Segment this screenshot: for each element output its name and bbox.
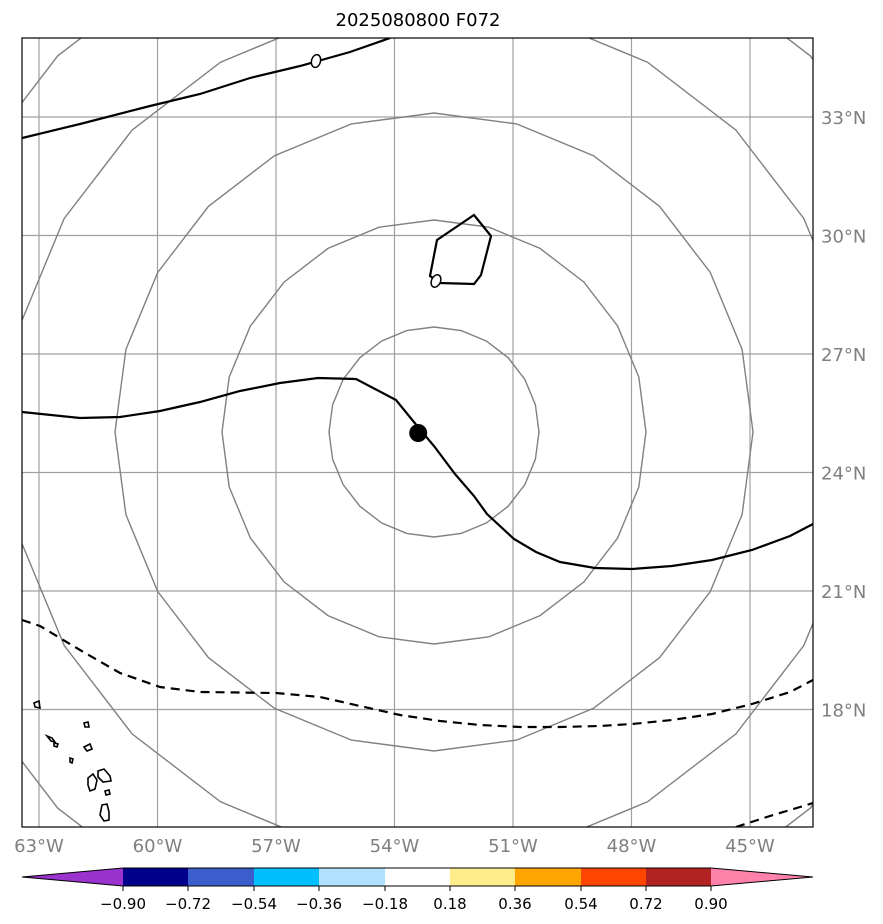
lon-tick-label: 45°W: [725, 836, 775, 857]
contour-label-zero: [310, 53, 322, 69]
colorbar-tick-label: −0.72: [165, 895, 211, 913]
lat-tick-label: 24°N: [821, 464, 866, 485]
colorbar-bin: [450, 868, 515, 886]
island: [97, 768, 112, 783]
gridlines: [22, 38, 813, 827]
storm-center-marker: [409, 424, 428, 442]
colorbar-tick-label: −0.54: [231, 895, 277, 913]
island: [44, 734, 57, 744]
colorbar-extend-max: [711, 868, 813, 886]
colorbar-tick-label: 0.36: [498, 895, 531, 913]
colorbar-tick-label: 0.90: [694, 895, 727, 913]
lat-tick-label: 18°N: [821, 701, 866, 722]
map-frame: [21, 37, 814, 828]
colorbar-bin: [254, 868, 319, 886]
colorbar-bin: [581, 868, 646, 886]
contour-positive-north: [22, 38, 391, 140]
map-title: 2025080800 F072: [336, 10, 501, 31]
colorbar-tick-label: 0.18: [433, 895, 466, 913]
lat-tick-label: 33°N: [821, 108, 866, 129]
lon-tick-label: 51°W: [488, 836, 538, 857]
contour-zero-center: [22, 376, 813, 571]
island: [104, 789, 111, 796]
island: [33, 699, 41, 710]
contour-negative-south: [22, 618, 813, 729]
colorbar-bin: [123, 868, 188, 886]
contour-lines: [22, 38, 813, 827]
contour-negative-southeast: [735, 801, 813, 827]
colorbar-extend-min: [22, 868, 123, 886]
island-coastlines: [33, 699, 112, 822]
colorbar: −0.90 −0.72 −0.54 −0.36 −0.18 0.18 0.36 0.54 0.7…: [21, 867, 814, 913]
lon-tick-label: 57°W: [251, 836, 301, 857]
contour-closed-north: [428, 213, 493, 286]
lon-tick-label: 60°W: [133, 836, 183, 857]
colorbar-tick-label: −0.18: [362, 895, 408, 913]
island: [99, 803, 110, 822]
island: [87, 772, 98, 793]
island: [69, 756, 74, 765]
lon-tick-label: 63°W: [14, 836, 64, 857]
range-ring: [221, 219, 647, 645]
lat-tick-label: 21°N: [821, 582, 866, 603]
latitude-labels: 33°N 30°N 27°N 24°N 21°N 18°N: [821, 108, 866, 722]
island: [82, 742, 94, 752]
colorbar-tick-label: 0.72: [629, 895, 662, 913]
longitude-labels: 63°W 60°W 57°W 54°W 51°W 48°W 45°W: [14, 836, 775, 857]
colorbar-bin: [385, 868, 450, 886]
contour-label-zero: [430, 274, 442, 288]
range-ring: [22, 38, 813, 827]
range-ring: [114, 112, 754, 752]
colorbar-tick-label: −0.36: [296, 895, 342, 913]
island: [53, 741, 60, 749]
colorbar-bin: [319, 868, 385, 886]
lon-tick-label: 54°W: [370, 836, 420, 857]
lon-tick-label: 48°W: [607, 836, 657, 857]
colorbar-tick-label: −0.90: [100, 895, 146, 913]
island: [83, 721, 90, 728]
colorbar-bin: [646, 868, 711, 886]
range-ring: [328, 326, 540, 538]
colorbar-bin: [515, 868, 581, 886]
colorbar-tick-label: 0.54: [564, 895, 597, 913]
lat-tick-label: 27°N: [821, 345, 866, 366]
colorbar-bin: [188, 868, 254, 886]
lat-tick-label: 30°N: [821, 227, 866, 248]
